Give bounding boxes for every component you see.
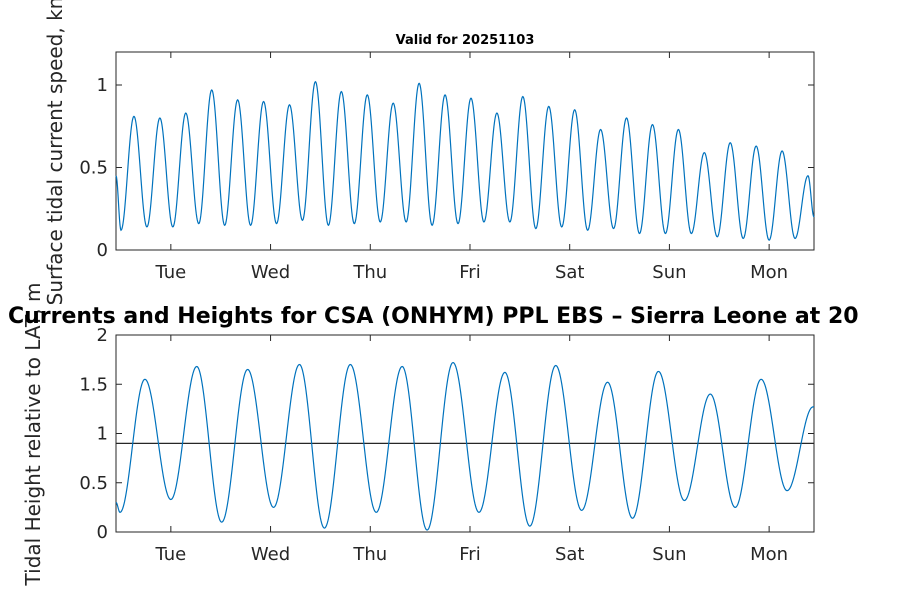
x-tick-label: Tue — [154, 262, 186, 283]
current-speed-panel: Valid for 20251103 00.51 Tue Wed Thu Fri Sat… — [43, 0, 815, 305]
y-tick-label: 0.5 — [79, 158, 108, 179]
current-axes-box — [115, 51, 815, 251]
x-tick-label: Fri — [459, 262, 480, 283]
x-tick-label: Thu — [352, 544, 387, 565]
current-y-label: Surface tidal current speed, kn — [43, 0, 67, 305]
y-tick-label: 0.5 — [79, 473, 108, 494]
x-tick-label: Sun — [652, 262, 686, 283]
y-tick-label: 0 — [97, 522, 108, 543]
x-tick-label: Thu — [352, 262, 387, 283]
current-speed-line — [115, 80, 815, 241]
current-y-ticks: 00.51 — [79, 75, 814, 261]
x-tick-label: Mon — [750, 262, 788, 283]
height-x-ticks: Tue Wed Thu Fri Sat Sun Mon — [154, 335, 788, 565]
tidal-height-panel: 0 0.5 1 1.5 2 Tue Wed Thu Fri Sat Sun Mon Tidal He… — [21, 283, 815, 587]
x-tick-label: Tue — [154, 544, 186, 565]
y-tick-label: 2 — [97, 325, 108, 346]
x-tick-label: Wed — [251, 262, 290, 283]
current-x-ticks: Tue Wed Thu Fri Sat Sun Mon — [154, 52, 788, 283]
x-tick-label: Mon — [750, 544, 788, 565]
x-tick-label: Sat — [555, 262, 585, 283]
x-tick-label: Sun — [652, 544, 686, 565]
height-y-label: Tidal Height relative to LAT, m — [21, 283, 45, 587]
x-tick-label: Wed — [251, 544, 290, 565]
x-tick-label: Sat — [555, 544, 585, 565]
y-tick-label: 0 — [97, 240, 108, 261]
current-panel-title: Valid for 20251103 — [396, 33, 535, 48]
y-tick-label: 1 — [97, 75, 108, 96]
x-tick-label: Fri — [459, 544, 480, 565]
height-y-ticks: 0 0.5 1 1.5 2 — [79, 325, 814, 543]
figure-title: Currents and Heights for CSA (ONHYM) PPL… — [8, 304, 859, 329]
tidal-height-line — [115, 361, 814, 531]
y-tick-label: 1 — [97, 424, 108, 445]
y-tick-label: 1.5 — [79, 374, 108, 395]
